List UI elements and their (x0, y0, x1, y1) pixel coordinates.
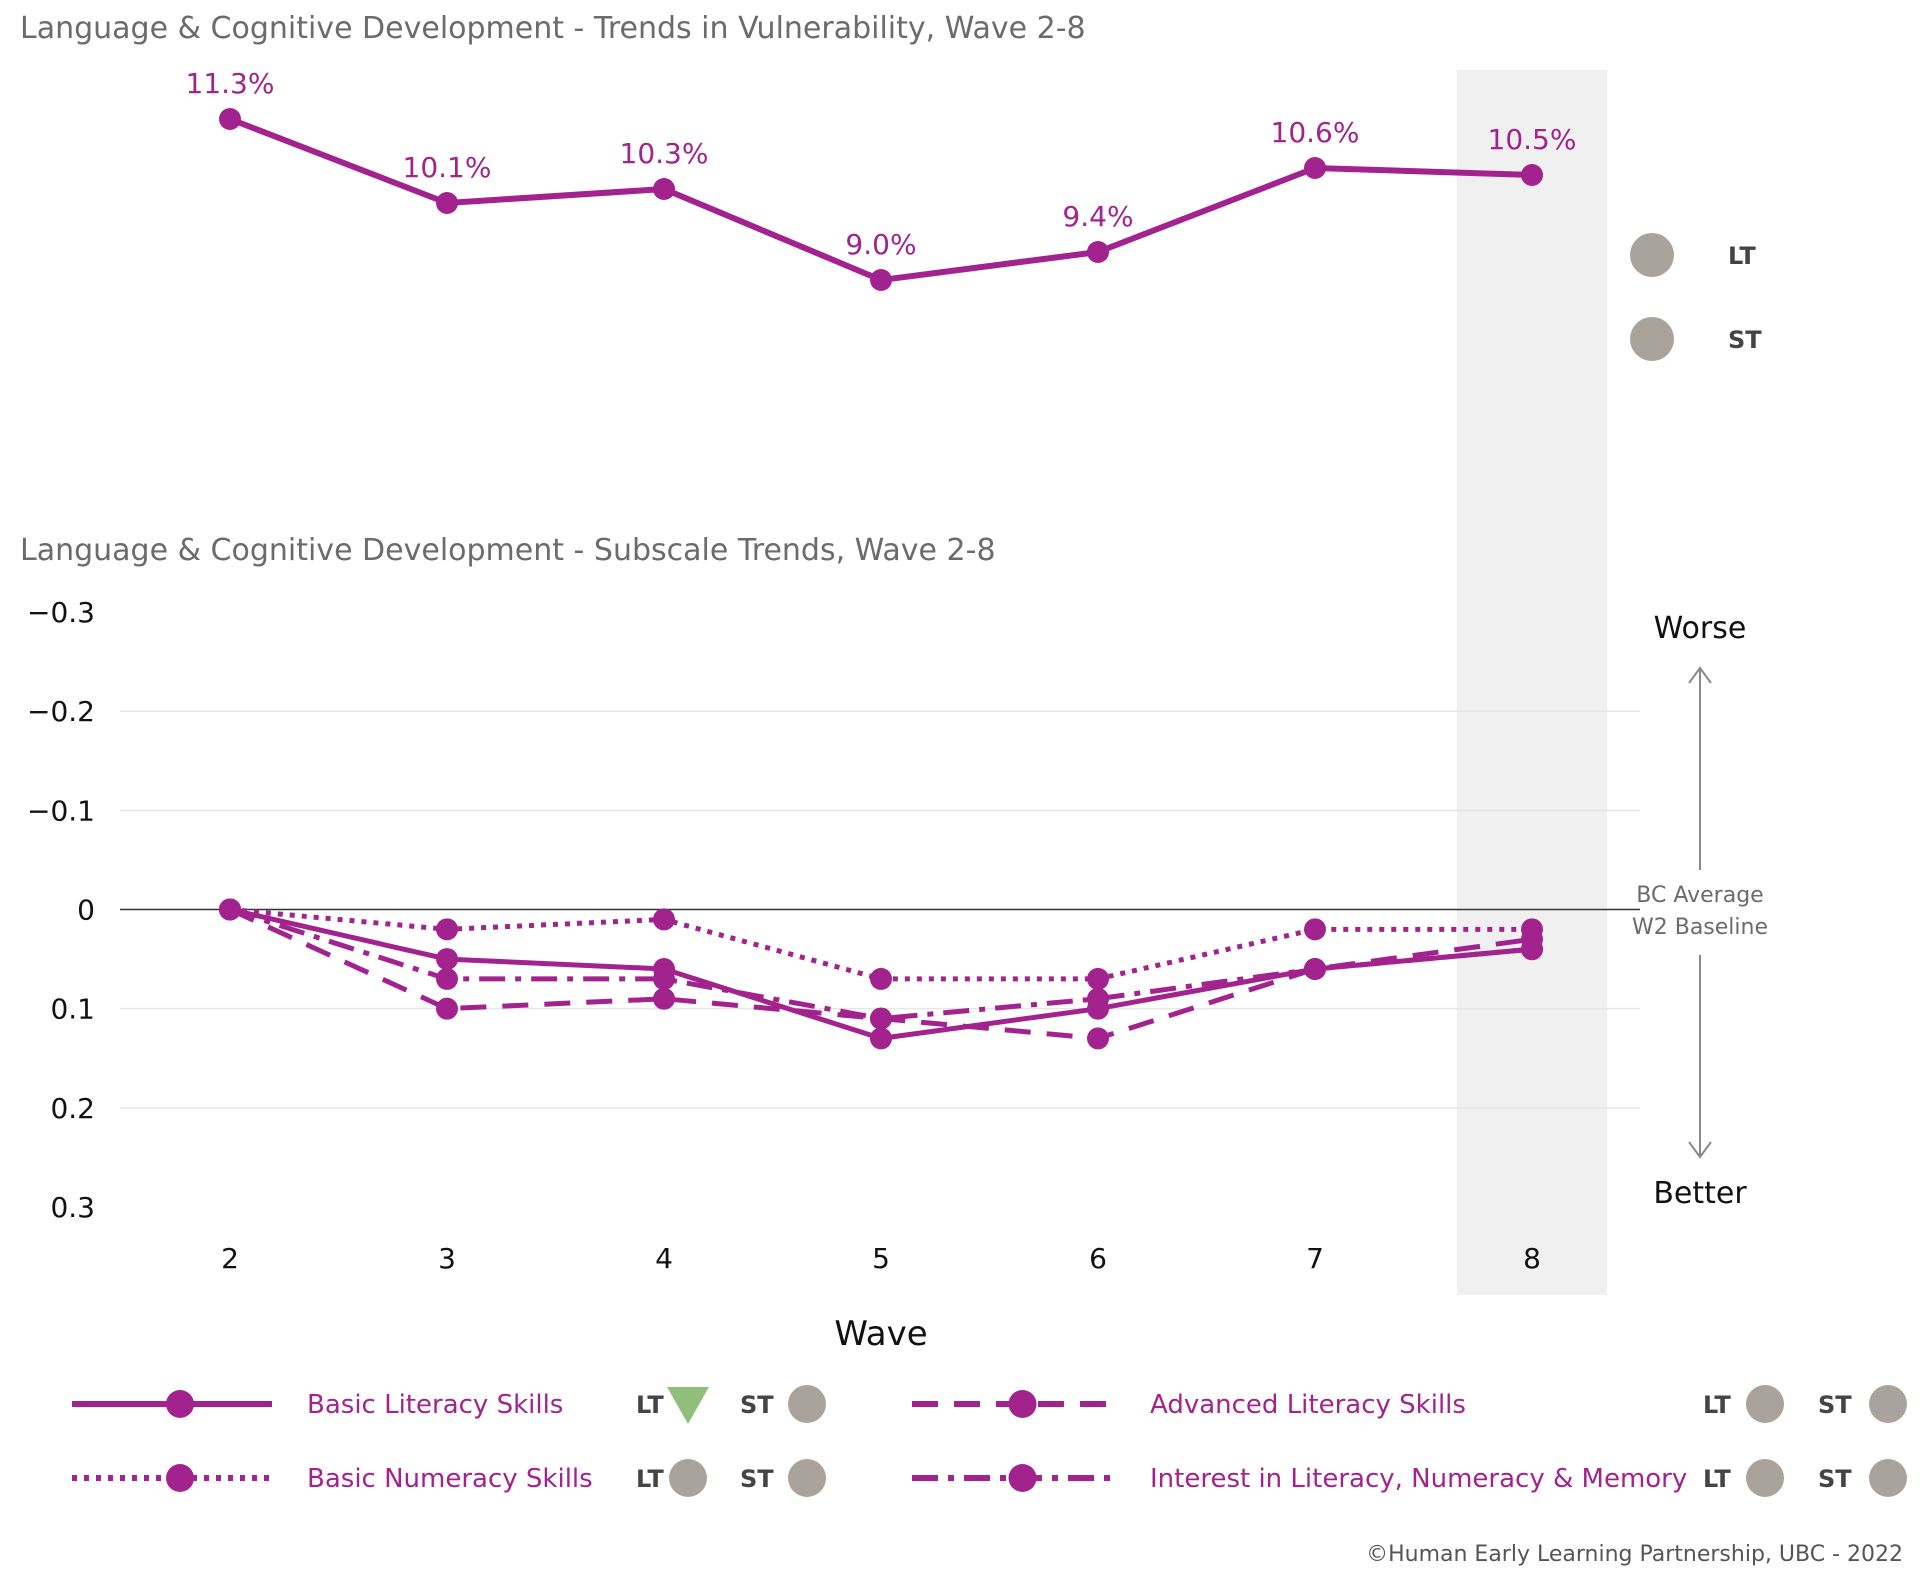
better-arrow-head (1688, 1141, 1712, 1159)
series-point-dotted (870, 967, 892, 990)
series-point-dotted (1304, 918, 1326, 941)
x-tick-label: 5 (872, 1242, 890, 1275)
legend-swatch-marker-dotted (166, 1464, 194, 1492)
legend-series-name: Interest in Literacy, Numeracy & Memory (1150, 1464, 1687, 1494)
vulnerability-point (219, 108, 241, 130)
legend-series-name: Basic Literacy Skills (307, 1390, 563, 1420)
top-st-indicator-icon (1630, 317, 1674, 361)
x-tick-label: 6 (1089, 1242, 1107, 1275)
vulnerability-point (1087, 241, 1109, 263)
y-tick-label: −0.3 (27, 596, 95, 629)
y-tick-label: 0.2 (50, 1092, 95, 1125)
top-chart-title: Language & Cognitive Development - Trend… (20, 11, 1086, 46)
x-tick-label: 2 (221, 1242, 239, 1275)
legend-grey-circle-icon (1869, 1459, 1907, 1497)
legend-st-label: ST (1818, 1465, 1852, 1493)
series-point-dashdot (1087, 987, 1109, 1010)
legend-swatch-marker-dashed (1008, 1390, 1037, 1418)
top-lt-label: LT (1728, 242, 1756, 270)
subscale-chart-title: Language & Cognitive Development - Subsc… (20, 533, 996, 568)
legend-st-label: ST (740, 1391, 774, 1419)
legend-down-triangle-icon (667, 1387, 709, 1424)
x-tick-label: 7 (1306, 1242, 1324, 1275)
series-point-dashed (436, 997, 458, 1020)
series-point-solid (870, 1027, 892, 1050)
series-point-dashdot (1304, 958, 1326, 980)
series-point-dotted (1087, 967, 1109, 990)
x-tick-label: 3 (438, 1242, 456, 1275)
top-st-label: ST (1728, 326, 1762, 354)
y-tick-label: 0.3 (50, 1191, 95, 1224)
y-tick-label: −0.2 (27, 695, 95, 728)
legend-lt-label: LT (1703, 1465, 1731, 1493)
vulnerability-data-label: 9.4% (1062, 200, 1133, 233)
legend-swatch-marker-solid (166, 1390, 194, 1418)
legend-st-label: ST (1818, 1391, 1852, 1419)
vulnerability-point (1304, 157, 1326, 179)
legend-grey-circle-icon (669, 1459, 707, 1497)
series-point-dashdot (436, 967, 458, 990)
worse-arrow-head (1688, 666, 1712, 684)
vulnerability-data-label: 10.1% (403, 151, 492, 184)
vulnerability-data-label: 9.0% (845, 228, 916, 261)
legend-swatch-marker-dashdot (1008, 1464, 1037, 1492)
current-wave-highlight-band (1457, 70, 1607, 1295)
baseline-label-line1: BC Average (1636, 883, 1763, 908)
legend-lt-label: LT (636, 1391, 664, 1419)
series-point-solid (436, 948, 458, 971)
series-point-dashdot (653, 967, 675, 990)
series-point-dashed (653, 987, 675, 1010)
series-point-dotted (436, 918, 458, 941)
series-point-dashdot (870, 1007, 892, 1030)
top-lt-indicator-icon (1630, 233, 1674, 277)
legend-grey-circle-icon (1869, 1385, 1907, 1423)
vulnerability-point (653, 178, 675, 200)
legend-lt-label: LT (1703, 1391, 1731, 1419)
credit-text: ©Human Early Learning Partnership, UBC -… (1366, 1542, 1903, 1567)
legend-series-name: Advanced Literacy Skills (1150, 1390, 1466, 1420)
legend-grey-circle-icon (1746, 1459, 1784, 1497)
vulnerability-point (870, 269, 892, 291)
series-point-dotted (653, 908, 675, 931)
vulnerability-data-label: 10.5% (1488, 123, 1577, 156)
vulnerability-data-label: 10.3% (620, 137, 709, 170)
vulnerability-data-label: 11.3% (186, 67, 275, 100)
legend-st-label: ST (740, 1465, 774, 1493)
better-label: Better (1653, 1176, 1747, 1211)
series-point-dashdot (1521, 938, 1543, 961)
legend-series-name: Basic Numeracy Skills (307, 1464, 593, 1494)
vulnerability-data-label: 10.6% (1271, 116, 1360, 149)
legend-grey-circle-icon (788, 1385, 826, 1423)
y-tick-label: −0.1 (27, 794, 95, 827)
baseline-label-line2: W2 Baseline (1632, 915, 1768, 940)
worse-label: Worse (1654, 611, 1747, 646)
series-point-dashed (1087, 1027, 1109, 1050)
x-axis-label: Wave (834, 1314, 927, 1354)
x-tick-label: 8 (1523, 1242, 1541, 1275)
x-tick-label: 4 (655, 1242, 673, 1275)
legend-lt-label: LT (636, 1465, 664, 1493)
y-tick-label: 0.1 (50, 993, 95, 1026)
legend-grey-circle-icon (1746, 1385, 1784, 1423)
y-tick-label: 0 (77, 894, 95, 927)
vulnerability-point (436, 192, 458, 214)
series-point-dashdot (219, 898, 241, 921)
vulnerability-point (1521, 164, 1543, 186)
legend-grey-circle-icon (788, 1459, 826, 1497)
